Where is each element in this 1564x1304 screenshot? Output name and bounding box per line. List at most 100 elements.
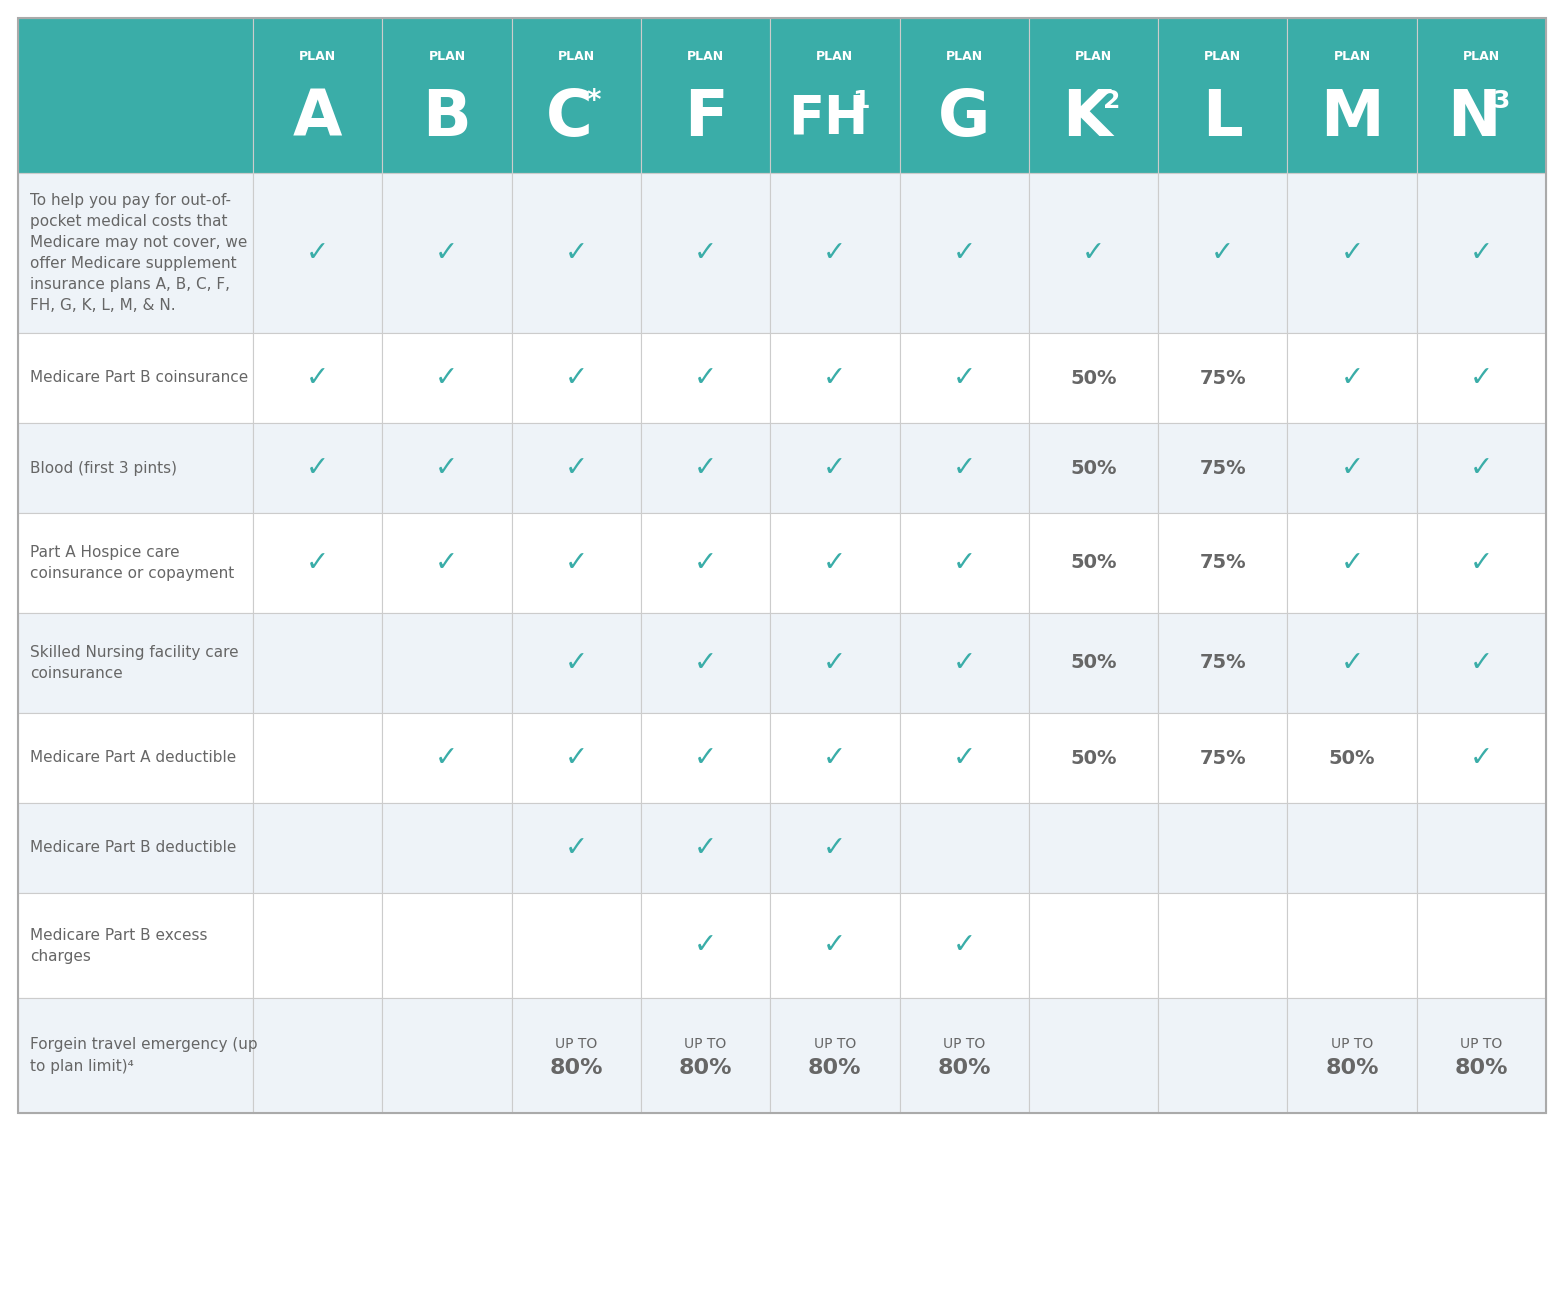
Bar — [769, 422, 899, 512]
Text: 80%: 80% — [1325, 1058, 1379, 1077]
Text: Blood (first 3 pints): Blood (first 3 pints) — [30, 460, 177, 476]
Text: A: A — [292, 87, 343, 149]
Bar — [1417, 803, 1545, 893]
Bar — [641, 333, 769, 422]
Bar — [511, 803, 641, 893]
Bar — [19, 18, 253, 173]
Bar — [253, 512, 382, 613]
Bar — [1417, 18, 1545, 173]
Text: ✓: ✓ — [823, 549, 846, 576]
Text: ✓: ✓ — [952, 454, 976, 482]
Text: *: * — [586, 87, 601, 115]
Bar — [769, 613, 899, 713]
Bar — [253, 713, 382, 803]
Text: ✓: ✓ — [694, 549, 718, 576]
Bar — [511, 998, 641, 1114]
Text: 75%: 75% — [1200, 369, 1247, 387]
Bar — [253, 333, 382, 422]
Text: 75%: 75% — [1200, 653, 1247, 673]
Text: 50%: 50% — [1070, 748, 1117, 768]
Bar — [19, 713, 253, 803]
Bar — [1029, 893, 1157, 998]
Text: 80%: 80% — [679, 1058, 732, 1077]
Bar — [1157, 18, 1287, 173]
Text: G: G — [938, 87, 990, 149]
Text: ✓: ✓ — [1340, 649, 1364, 677]
Text: ✓: ✓ — [1082, 239, 1106, 267]
Text: ✓: ✓ — [1470, 364, 1494, 393]
Text: ✓: ✓ — [435, 364, 458, 393]
Bar — [19, 422, 253, 512]
Bar — [1287, 333, 1417, 422]
Bar — [769, 893, 899, 998]
Bar — [253, 422, 382, 512]
Text: UP TO: UP TO — [1461, 1037, 1503, 1051]
Bar — [1287, 18, 1417, 173]
Text: ✓: ✓ — [823, 931, 846, 960]
Bar — [1029, 613, 1157, 713]
Bar — [899, 998, 1029, 1114]
Text: ✓: ✓ — [952, 549, 976, 576]
Text: C: C — [546, 87, 593, 149]
Text: 50%: 50% — [1070, 369, 1117, 387]
Bar — [899, 613, 1029, 713]
Bar — [1287, 893, 1417, 998]
Text: 3: 3 — [1492, 89, 1509, 113]
Bar — [641, 998, 769, 1114]
Text: UP TO: UP TO — [1331, 1037, 1373, 1051]
Bar — [1157, 512, 1287, 613]
Bar — [1157, 803, 1287, 893]
Bar — [511, 713, 641, 803]
Text: B: B — [422, 87, 471, 149]
Text: ✓: ✓ — [694, 649, 718, 677]
Bar — [253, 173, 382, 333]
Bar — [1157, 333, 1287, 422]
Text: ✓: ✓ — [565, 364, 588, 393]
Text: 75%: 75% — [1200, 748, 1247, 768]
Bar — [641, 613, 769, 713]
Text: 50%: 50% — [1070, 553, 1117, 572]
Bar — [899, 713, 1029, 803]
Bar — [382, 512, 511, 613]
Bar — [641, 18, 769, 173]
Bar — [1287, 713, 1417, 803]
Text: UP TO: UP TO — [813, 1037, 856, 1051]
Text: ✓: ✓ — [694, 364, 718, 393]
Text: 75%: 75% — [1200, 459, 1247, 477]
Text: PLAN: PLAN — [1204, 50, 1242, 63]
Text: ✓: ✓ — [307, 549, 330, 576]
Bar — [19, 333, 253, 422]
Bar — [1029, 713, 1157, 803]
Text: F: F — [683, 87, 727, 149]
Text: Medicare Part B deductible: Medicare Part B deductible — [30, 841, 236, 855]
Text: 80%: 80% — [937, 1058, 992, 1077]
Text: UP TO: UP TO — [555, 1037, 597, 1051]
Text: 2: 2 — [1103, 89, 1120, 113]
Text: ✓: ✓ — [435, 239, 458, 267]
Text: Medicare Part B coinsurance: Medicare Part B coinsurance — [30, 370, 249, 386]
Text: L: L — [1203, 87, 1243, 149]
Bar — [899, 333, 1029, 422]
Bar — [899, 512, 1029, 613]
Text: ✓: ✓ — [952, 931, 976, 960]
Bar — [769, 713, 899, 803]
Bar — [1287, 173, 1417, 333]
Bar — [382, 173, 511, 333]
Text: PLAN: PLAN — [1334, 50, 1370, 63]
Bar — [1417, 998, 1545, 1114]
Bar — [19, 803, 253, 893]
Text: ✓: ✓ — [1211, 239, 1234, 267]
Text: ✓: ✓ — [952, 364, 976, 393]
Bar — [769, 173, 899, 333]
Bar — [769, 998, 899, 1114]
Bar — [1287, 998, 1417, 1114]
Bar — [382, 713, 511, 803]
Bar — [641, 173, 769, 333]
Bar — [511, 613, 641, 713]
Bar — [1417, 512, 1545, 613]
Text: ✓: ✓ — [435, 745, 458, 772]
Bar — [641, 713, 769, 803]
Text: ✓: ✓ — [565, 649, 588, 677]
Bar — [1417, 613, 1545, 713]
Text: ✓: ✓ — [565, 745, 588, 772]
